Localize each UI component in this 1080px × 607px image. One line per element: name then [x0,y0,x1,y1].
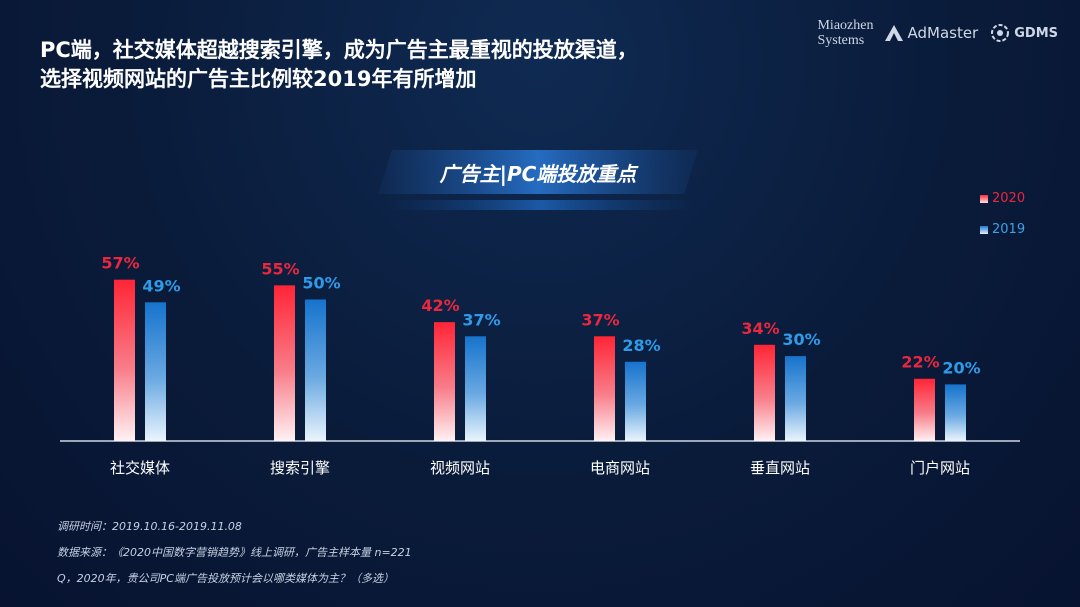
category-label-1: 社交媒体 [110,459,170,477]
bar-2019-3 [465,336,486,441]
chart-title-banner: 广告主|PC端投放重点 [378,150,698,210]
page-title-line-1: PC端，社交媒体超越搜索引擎，成为广告主最重视的投放渠道， [40,38,638,62]
bar-2020-5 [754,344,775,441]
bar-2019-1 [145,302,166,441]
data-source-note: 数据来源：《2020中国数字营销趋势》线上调研，广告主样本量 n=221 [57,546,412,559]
data-label-2020-4: 37% [581,310,619,329]
bars-group: 57%49%社交媒体55%50%搜索引擎42%37%视频网站37%28%电商网站… [101,254,980,477]
miaozhen-logo-line-2: Systems [817,33,865,48]
bar-2020-4 [594,336,615,441]
data-label-2020-1: 57% [101,254,139,273]
data-label-2020-5: 34% [741,319,779,338]
bar-2020-1 [114,279,135,441]
chart-title: 广告主|PC端投放重点 [439,161,637,186]
admaster-logo: AdMaster [885,24,978,42]
legend-label-2019: 2019 [992,222,1026,237]
category-label-5: 垂直网站 [750,459,810,477]
data-label-2020-6: 22% [901,353,939,372]
legend-item-2020: 2020 [980,183,1025,214]
data-label-2020-2: 55% [261,259,299,278]
legend-item-2019: 2019 [980,214,1025,245]
admaster-logo-text: AdMaster [907,24,979,42]
legend-swatch-2019 [980,225,988,234]
legend-label-2020: 2020 [992,191,1026,206]
data-label-2019-5: 30% [782,330,820,349]
data-label-2020-3: 42% [421,296,459,315]
category-label-6: 门户网站 [910,459,970,477]
miaozhen-logo: Miaozhen Systems [817,18,873,48]
survey-question-note: Q，2020年，贵公司PC端广告投放预计会以哪类媒体为主？（多选） [57,572,394,585]
page-title: PC端，社交媒体超越搜索引擎，成为广告主最重视的投放渠道， 选择视频网站的广告主… [40,36,638,94]
bar-2020-3 [434,322,455,441]
survey-time-note: 调研时间：2019.10.16-2019.11.08 [57,520,242,533]
chart-legend: 2020 2019 [980,183,1025,245]
data-label-2019-6: 20% [942,358,980,377]
gdms-logo-text: GDMS [1014,25,1058,41]
gdms-mark-icon [991,24,1010,42]
admaster-mark-icon [885,25,904,41]
bar-2019-2 [305,299,326,441]
page-title-line-2: 选择视频网站的广告主比例较2019年有所增加 [40,67,477,91]
bar-2020-6 [914,378,935,441]
miaozhen-logo-line-1: Miaozhen [817,18,874,33]
data-label-2019-2: 50% [302,274,340,293]
data-label-2019-4: 28% [622,336,660,355]
category-label-2: 搜索引擎 [270,459,330,477]
bar-2019-5 [785,356,806,441]
legend-swatch-2020 [980,194,988,203]
chart-footnotes: 调研时间：2019.10.16-2019.11.08 数据来源：《2020中国数… [57,518,412,596]
bar-2020-2 [274,285,295,441]
banner-background [378,150,698,210]
data-label-2019-1: 49% [142,276,180,295]
bar-2019-6 [945,384,966,441]
data-label-2019-3: 37% [462,310,500,329]
bar-2019-4 [625,361,646,441]
partner-logos: Miaozhen Systems AdMaster GDMS [817,18,1058,48]
category-label-4: 电商网站 [590,459,650,477]
gdms-logo: GDMS [990,23,1058,43]
category-label-3: 视频网站 [430,459,490,477]
